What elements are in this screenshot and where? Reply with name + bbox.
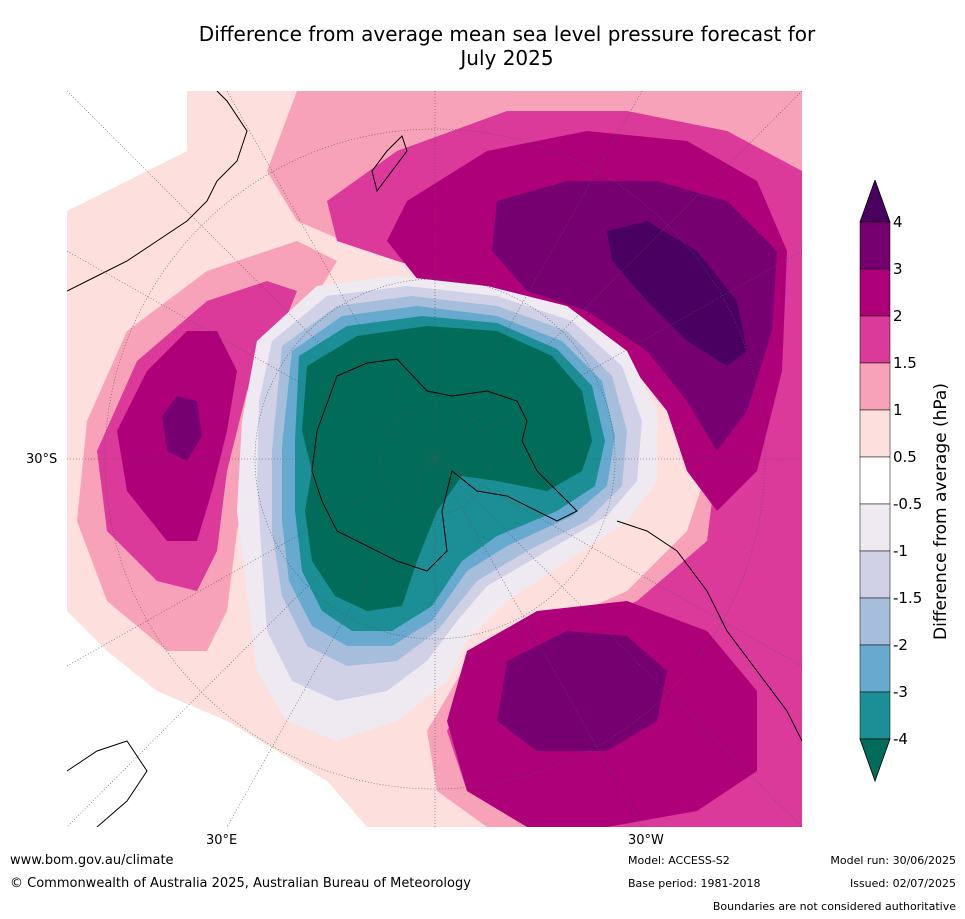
- colorbar-bin: [859, 550, 891, 599]
- parallel-30s: [104, 128, 766, 790]
- colorbar-tick-label: 2: [893, 307, 903, 325]
- antarctica-coastline: [311, 358, 578, 572]
- title-line-2: July 2025: [460, 46, 554, 70]
- colorbar-extend-max: [859, 180, 891, 223]
- colorbar-tick-label: -1.5: [893, 589, 923, 607]
- field-max-east: [607, 221, 747, 366]
- colorbar-bin: [859, 597, 891, 646]
- australia-coastline: [67, 91, 248, 292]
- colorbar-tick-label: -2: [893, 636, 908, 654]
- colorbar-bin: [859, 503, 891, 552]
- newzealand-coastline: [371, 135, 408, 193]
- field-neg-40: [302, 326, 592, 611]
- colorbar-bin: [859, 362, 891, 411]
- colorbar-tick-label: 3: [893, 260, 903, 278]
- colorbar-tick-label: -0.5: [893, 495, 923, 513]
- colorbar-bin: [859, 691, 891, 740]
- colorbar-tick-label: -1: [893, 542, 908, 560]
- southamerica-coastline: [616, 520, 802, 742]
- model-run-text: Model run: 30/06/2025: [830, 854, 956, 867]
- website-link[interactable]: www.bom.gov.au/climate: [10, 853, 174, 868]
- parallel-50s: [254, 278, 616, 640]
- colorbar-bin: [859, 221, 891, 270]
- colorbar-tick-label: 1.5: [893, 354, 917, 372]
- colorbar-bin: [859, 456, 891, 505]
- colorbar-bin: [859, 315, 891, 364]
- map-panel[interactable]: [67, 91, 802, 827]
- colorbar-tick-label: -4: [893, 730, 908, 748]
- issued-text: Issued: 02/07/2025: [849, 877, 956, 890]
- polar-map[interactable]: [67, 91, 802, 827]
- field-darkpurple-south: [497, 631, 667, 751]
- colorbar-tick-label: -3: [893, 683, 908, 701]
- africa-coastline: [67, 740, 148, 827]
- lon-label-30e: 30°E: [206, 833, 238, 848]
- copyright-text: © Commonwealth of Australia 2025, Austra…: [10, 876, 471, 891]
- colorbar-extend-min: [859, 738, 891, 783]
- colorbar: [859, 180, 891, 783]
- base-period-text: Base period: 1981-2018: [628, 877, 761, 890]
- colorbar-tick-label: 4: [893, 213, 903, 231]
- colorbar-bin: [859, 268, 891, 317]
- colorbar-bin: [859, 409, 891, 458]
- model-text: Model: ACCESS-S2: [628, 854, 730, 867]
- chart-title: Difference from average mean sea level p…: [0, 22, 965, 70]
- colorbar-bin: [859, 644, 891, 693]
- title-line-1: Difference from average mean sea level p…: [198, 22, 816, 46]
- colorbar-tick-label: 1: [893, 401, 903, 419]
- colorbar-title: Difference from average (hPa): [931, 383, 951, 640]
- lon-label-30w: 30°W: [628, 833, 664, 848]
- disclaimer-text: Boundaries are not considered authoritat…: [712, 900, 956, 913]
- field-darkpurple-west: [162, 396, 202, 461]
- lat-label-30s: 30°S: [26, 452, 58, 467]
- field-darkpurple-east: [492, 181, 777, 451]
- colorbar-tick-label: 0.5: [893, 448, 917, 466]
- graticule: [67, 91, 802, 827]
